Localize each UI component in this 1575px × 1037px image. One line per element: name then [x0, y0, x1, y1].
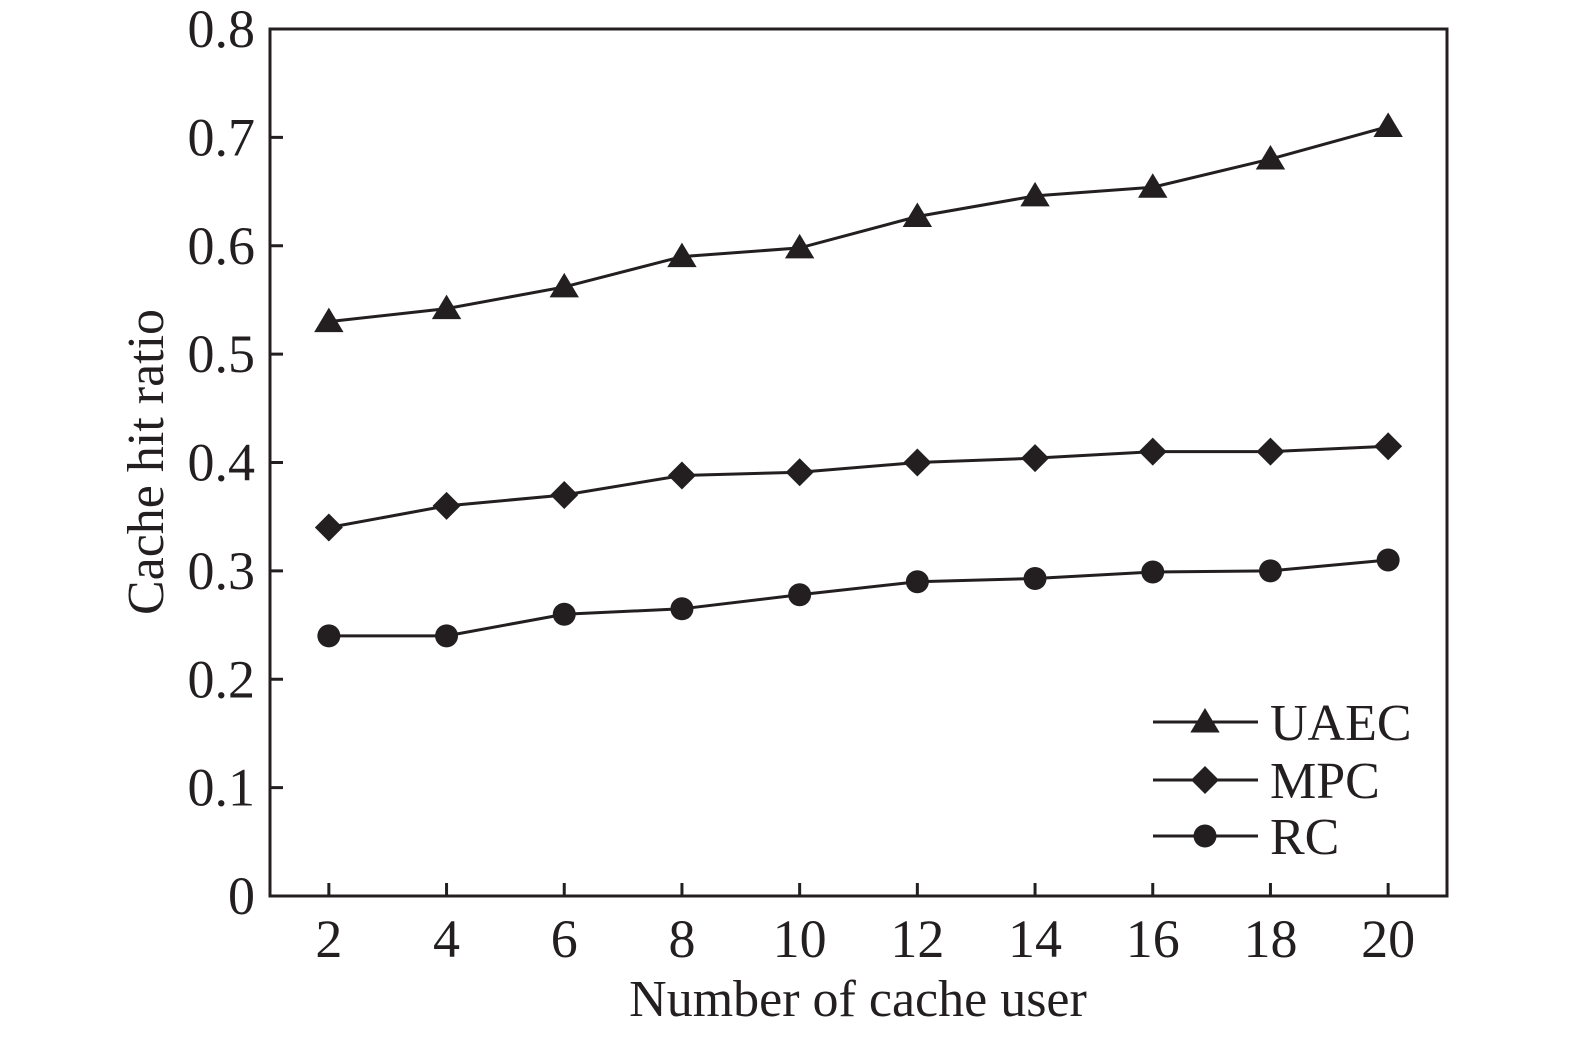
data-point-uaec: [1138, 173, 1168, 198]
series-uaec: [314, 112, 1403, 333]
data-point-uaec: [314, 307, 344, 333]
data-point-uaec: [667, 242, 697, 268]
legend-label-uaec: UAEC: [1270, 695, 1412, 752]
data-point-rc: [435, 624, 459, 648]
x-tick-label: 18: [1243, 909, 1297, 969]
data-point-rc: [317, 624, 341, 648]
data-point-uaec: [1373, 112, 1403, 138]
data-point-rc: [788, 583, 812, 607]
x-tick-label: 14: [1008, 909, 1062, 969]
series-line-rc: [328, 558, 1389, 638]
y-tick-label: 0.3: [188, 541, 256, 601]
y-tick-label: 0.6: [188, 216, 256, 276]
x-axis: 2 4 6 8 10 12 14 16 18 20: [315, 883, 1415, 969]
data-point-rc: [905, 570, 929, 594]
y-axis-label: Cache hit ratio: [118, 309, 175, 615]
data-point-rc: [1376, 548, 1400, 572]
legend-item-mpc: MPC: [1153, 753, 1380, 810]
y-axis: 0 0.1 0.2 0.3 0.4 0.5 0.6 0.7 0.8: [188, 0, 283, 926]
series-line-mpc: [328, 444, 1389, 530]
series-rc: [317, 548, 1400, 648]
data-point-uaec: [549, 272, 579, 298]
data-point-mpc: [314, 513, 343, 542]
x-tick-label: 8: [668, 909, 695, 969]
x-axis-label: Number of cache user: [629, 971, 1087, 1028]
y-tick-label: 0: [228, 866, 255, 926]
data-point-mpc: [432, 491, 461, 520]
x-tick-label: 20: [1361, 909, 1415, 969]
data-point-rc: [1141, 560, 1165, 584]
data-point-uaec: [1020, 181, 1050, 207]
data-point-mpc: [1374, 432, 1403, 461]
data-point-uaec: [784, 233, 815, 259]
legend-label-mpc: MPC: [1270, 753, 1380, 810]
legend-marker-mpc: [1191, 766, 1219, 794]
data-point-mpc: [1021, 444, 1050, 473]
data-point-mpc: [550, 481, 579, 510]
data-point-mpc: [667, 461, 696, 490]
data-point-mpc: [1138, 437, 1167, 466]
y-tick-label: 0.5: [188, 324, 256, 384]
legend-item-uaec: UAEC: [1153, 695, 1412, 752]
data-point-uaec: [431, 294, 462, 320]
y-tick-label: 0.7: [188, 107, 256, 167]
series-line-uaec: [328, 125, 1389, 324]
series-mpc: [314, 432, 1403, 542]
data-point-rc: [670, 597, 694, 621]
legend-marker-rc: [1193, 824, 1217, 848]
y-tick-label: 0.8: [188, 0, 256, 59]
x-tick-label: 2: [315, 909, 342, 969]
y-tick-label: 0.1: [188, 758, 256, 818]
x-tick-label: 10: [773, 909, 827, 969]
data-point-rc: [1023, 566, 1047, 590]
series-layer: [314, 112, 1403, 648]
data-point-uaec: [902, 202, 933, 227]
data-point-mpc: [785, 458, 814, 487]
x-tick-label: 16: [1126, 909, 1180, 969]
x-tick-label: 12: [890, 909, 944, 969]
data-point-mpc: [903, 448, 932, 477]
y-tick-label: 0.4: [188, 433, 256, 493]
legend-item-rc: RC: [1153, 809, 1339, 866]
y-tick-label: 0.2: [188, 649, 256, 709]
legend-label-rc: RC: [1270, 809, 1339, 866]
data-point-mpc: [1256, 437, 1285, 466]
data-point-uaec: [1255, 145, 1286, 170]
data-point-rc: [552, 602, 576, 626]
data-point-rc: [1258, 559, 1282, 583]
x-tick-label: 4: [433, 909, 460, 969]
legend-marker-uaec: [1190, 708, 1220, 733]
x-tick-label: 6: [551, 909, 578, 969]
